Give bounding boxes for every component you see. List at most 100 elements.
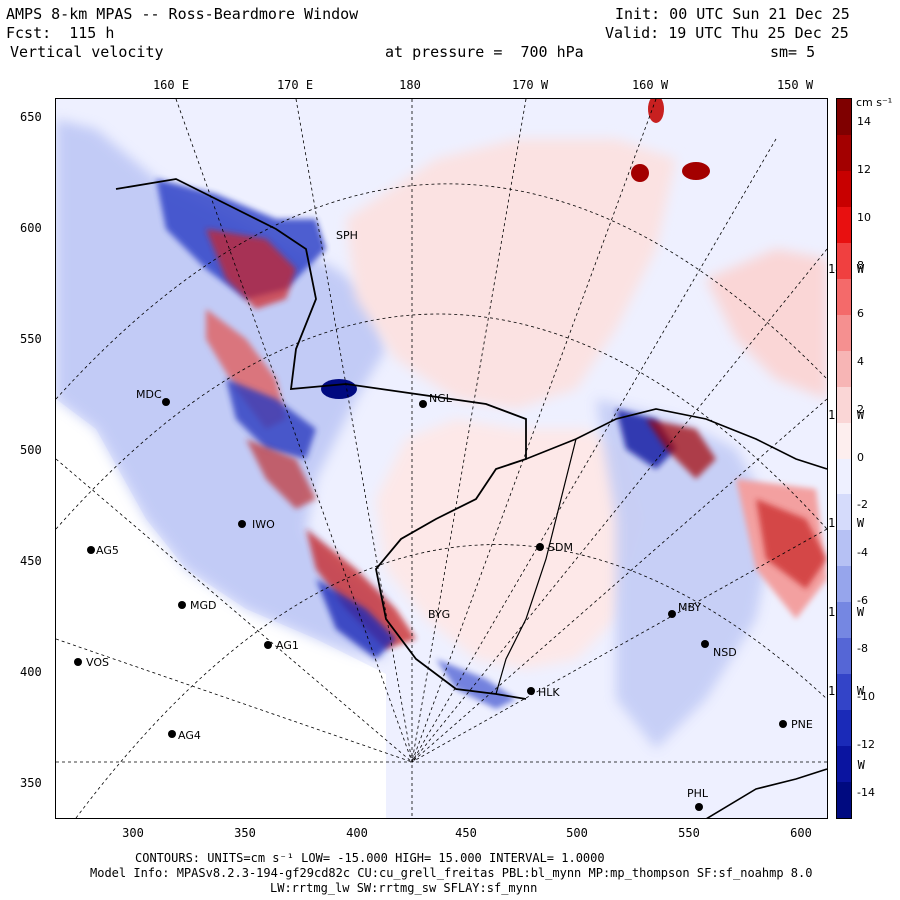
- pressure-level: at pressure = 700 hPa: [385, 43, 584, 61]
- x-tick-label: 600: [790, 826, 812, 840]
- strong-upward-motion: [756, 499, 827, 589]
- station-marker: [168, 730, 176, 738]
- meridian: [56, 638, 413, 763]
- station-marker: [536, 543, 544, 551]
- colorbar-swatch: [837, 602, 851, 639]
- colorbar-swatch: [837, 134, 851, 172]
- map-svg: [56, 99, 827, 818]
- colorbar-tick-label: -8: [857, 642, 868, 656]
- colorbar-tick-label: -2: [857, 498, 868, 512]
- station-marker: [238, 520, 246, 528]
- colorbar-tick-label: 2: [857, 402, 864, 416]
- strong-upward-motion: [306, 529, 416, 649]
- lon-top-label: 150 W: [776, 78, 814, 92]
- negative-field-region: [596, 399, 776, 749]
- colorbar-tick-label: -6: [857, 594, 868, 608]
- strong-upward-motion: [646, 419, 716, 479]
- y-tick-label: 350: [20, 776, 42, 790]
- station-marker: [74, 658, 82, 666]
- latitude-circle: [56, 183, 827, 400]
- station-label: AG1: [276, 639, 299, 652]
- colorbar-tick-label: -10: [857, 690, 875, 704]
- station-marker: [701, 640, 709, 648]
- meridian: [411, 99, 527, 763]
- meridian: [295, 99, 413, 763]
- station-label: SPH: [336, 229, 358, 242]
- station-marker: [264, 641, 272, 649]
- colorbar-tick-label: 0: [857, 450, 864, 464]
- missing-data-region: [56, 399, 386, 818]
- colorbar-tick-label: 12: [857, 162, 871, 176]
- y-tick-label: 400: [20, 665, 42, 679]
- colorbar: [836, 98, 852, 819]
- station-marker: [419, 400, 427, 408]
- station-label: PNE: [791, 718, 813, 731]
- model-title: AMPS 8-km MPAS -- Ross-Beardmore Window: [6, 5, 359, 23]
- colorbar-swatch: [837, 350, 851, 388]
- colorbar-tick-label: -14: [857, 786, 875, 800]
- x-tick-label: 400: [346, 826, 368, 840]
- colorbar-swatch: [837, 206, 851, 244]
- contour-info: CONTOURS: UNITS=cm s⁻¹ LOW= -15.000 HIGH…: [135, 851, 605, 865]
- graticule: [56, 99, 827, 818]
- colorbar-swatch: [837, 530, 851, 567]
- station-label: AG4: [178, 729, 201, 742]
- strong-downward-motion: [226, 379, 316, 459]
- latitude-circle: [75, 544, 827, 818]
- strong-downward-motion: [316, 579, 396, 659]
- field-name: Vertical velocity: [10, 43, 164, 61]
- y-tick-label: 550: [20, 332, 42, 346]
- valid-time: Valid: 19 UTC Thu 25 Dec 25: [605, 24, 849, 42]
- coastline: [115, 178, 527, 700]
- colorbar-swatch: [837, 566, 851, 603]
- station-label: AG5: [96, 544, 119, 557]
- colorbar-swatch: [837, 314, 851, 352]
- station-label: PHL: [687, 787, 709, 800]
- station-label: IWO: [252, 518, 275, 531]
- y-tick-label: 450: [20, 554, 42, 568]
- smoothing: sm= 5: [770, 43, 816, 61]
- colorbar-swatch: [837, 170, 851, 208]
- lon-top-label: 160 W: [631, 78, 669, 92]
- lon-top-label: 180: [399, 78, 421, 92]
- colorbar-units: cm s⁻¹: [856, 96, 893, 109]
- strong-upward-cell: [682, 162, 710, 180]
- station-label: MBY: [678, 601, 702, 614]
- colorbar-tick-label: 8: [857, 258, 864, 272]
- strong-downward-motion: [436, 659, 516, 709]
- colorbar-swatch: [837, 422, 851, 459]
- forecast-hour: Fcst: 115 h: [6, 24, 115, 42]
- colorbar-swatch: [837, 458, 851, 495]
- meridian: [411, 138, 777, 763]
- y-tick-label: 650: [20, 110, 42, 124]
- colorbar-swatch: [837, 242, 851, 280]
- strong-downward-cell: [321, 379, 357, 399]
- strong-downward-motion: [616, 409, 676, 469]
- x-tick-label: 550: [678, 826, 700, 840]
- station-marker: [178, 601, 186, 609]
- colorbar-swatch: [837, 674, 851, 711]
- station-marker: [779, 720, 787, 728]
- colorbar-swatch: [837, 99, 851, 136]
- y-tick-label: 500: [20, 443, 42, 457]
- strong-upward-motion: [206, 229, 296, 309]
- coastline: [525, 408, 827, 470]
- station-marker: [668, 610, 676, 618]
- meridian: [411, 398, 827, 763]
- station-label: NGL: [429, 392, 452, 405]
- map-panel: [55, 98, 828, 819]
- positive-field-region: [376, 419, 646, 669]
- colorbar-swatch: [837, 386, 851, 424]
- lon-top-label: 170 W: [511, 78, 549, 92]
- station-label: MGD: [190, 599, 217, 612]
- colorbar-swatch: [837, 638, 851, 675]
- station-label: NSD: [713, 646, 737, 659]
- station-marker: [162, 398, 170, 406]
- meridian: [411, 528, 827, 763]
- colorbar-tick-label: 14: [857, 114, 871, 128]
- coastline: [495, 438, 577, 695]
- station-label: VOS: [86, 656, 109, 669]
- station-label: BYG: [428, 608, 451, 621]
- station-marker: [87, 546, 95, 554]
- init-time: Init: 00 UTC Sun 21 Dec 25: [615, 5, 850, 23]
